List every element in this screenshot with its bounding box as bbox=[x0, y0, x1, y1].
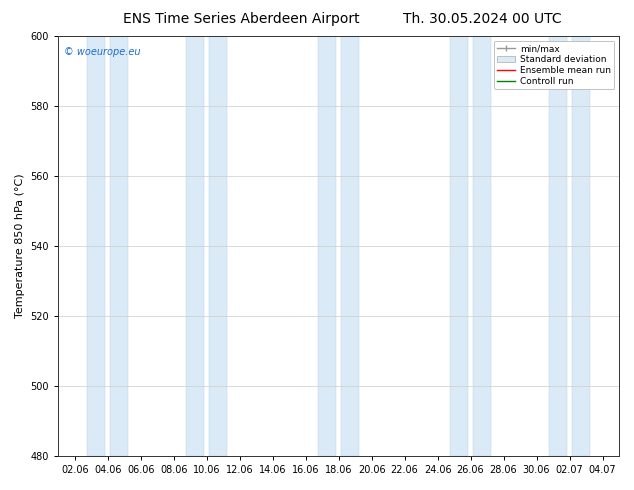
Bar bbox=[209, 36, 228, 456]
Bar bbox=[110, 36, 129, 456]
Bar bbox=[572, 36, 590, 456]
Bar bbox=[473, 36, 491, 456]
Bar bbox=[341, 36, 359, 456]
Text: © woeurope.eu: © woeurope.eu bbox=[64, 47, 140, 57]
Bar bbox=[549, 36, 567, 456]
Bar bbox=[318, 36, 336, 456]
Text: ENS Time Series Aberdeen Airport: ENS Time Series Aberdeen Airport bbox=[122, 12, 359, 26]
Y-axis label: Temperature 850 hPa (°C): Temperature 850 hPa (°C) bbox=[15, 174, 25, 318]
Bar bbox=[87, 36, 105, 456]
Bar bbox=[450, 36, 469, 456]
Bar bbox=[186, 36, 204, 456]
Text: Th. 30.05.2024 00 UTC: Th. 30.05.2024 00 UTC bbox=[403, 12, 561, 26]
Legend: min/max, Standard deviation, Ensemble mean run, Controll run: min/max, Standard deviation, Ensemble me… bbox=[494, 41, 614, 89]
